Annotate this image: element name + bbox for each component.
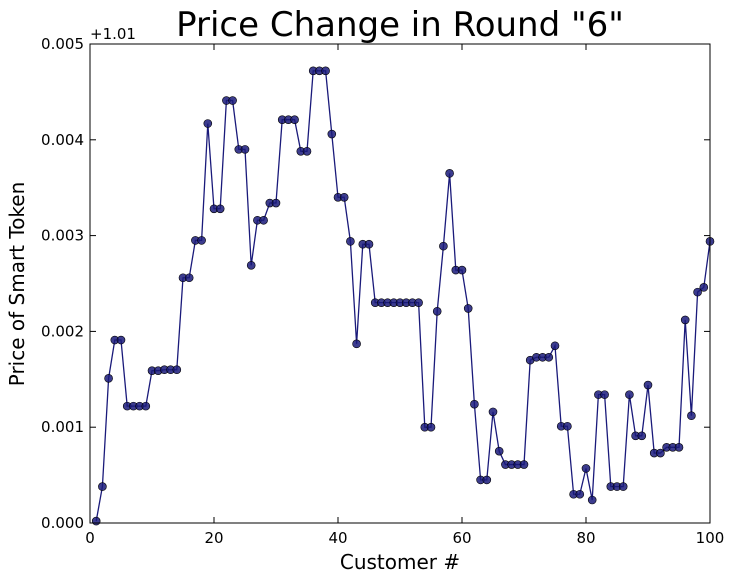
chart-title: Price Change in Round "6" — [176, 5, 624, 45]
data-point — [457, 265, 467, 275]
plot-frame — [89, 43, 711, 524]
data-point — [656, 448, 665, 458]
data-point — [352, 339, 361, 349]
x-axis-label: Customer # — [340, 550, 460, 574]
data-point — [488, 407, 498, 417]
y-axis-offset-label: +1.01 — [90, 25, 136, 43]
x-tick-label: 100 — [696, 529, 725, 547]
y-tick-label: 0.001 — [41, 418, 84, 436]
data-point — [302, 147, 312, 156]
data-point — [439, 241, 448, 251]
data-point — [290, 115, 299, 124]
data-point — [687, 411, 696, 421]
data-point — [445, 169, 454, 178]
data-point — [91, 516, 101, 526]
y-axis-label: Price of Smart Token — [5, 182, 29, 387]
y-tick-label: 0.000 — [41, 514, 84, 532]
series-line — [95, 70, 711, 522]
data-point — [215, 204, 225, 214]
data-point — [321, 66, 330, 76]
data-point — [643, 380, 653, 390]
data-point — [228, 96, 237, 105]
x-tick-label: 40 — [328, 529, 347, 547]
x-tick-label: 20 — [204, 529, 223, 547]
data-point — [693, 287, 702, 297]
axis-ticks: 0 20 40 60 80 100 0.000 0.001 0.002 0.003 0.004 0.0… — [41, 35, 724, 547]
data-point — [699, 283, 709, 292]
data-point — [98, 482, 107, 491]
data-point — [581, 464, 591, 473]
data-point — [346, 237, 355, 246]
y-tick-label: 0.004 — [41, 131, 84, 149]
data-point — [637, 431, 647, 441]
y-tick-label: 0.005 — [41, 35, 84, 53]
data-point — [674, 443, 684, 452]
data-point — [116, 335, 126, 345]
data-point — [271, 198, 281, 208]
data-point — [259, 215, 268, 225]
data-point — [680, 315, 690, 325]
y-tick-label: 0.002 — [41, 322, 84, 340]
data-point — [463, 304, 473, 313]
x-tick-label: 80 — [576, 529, 595, 547]
data-point — [482, 475, 492, 485]
data-point — [470, 399, 479, 409]
data-point — [432, 306, 442, 316]
data-point — [544, 352, 554, 362]
data-point — [141, 401, 151, 411]
data-point — [184, 273, 194, 283]
y-tick-label: 0.003 — [41, 227, 84, 245]
data-point — [197, 236, 206, 245]
data-point — [426, 422, 436, 432]
data-point — [240, 145, 250, 154]
data-point — [625, 390, 634, 399]
data-point — [203, 119, 213, 128]
data-point — [339, 192, 349, 202]
data-point — [563, 421, 572, 431]
data-point — [327, 129, 337, 139]
data-point — [618, 482, 628, 491]
x-tick-label: 0 — [85, 529, 95, 547]
data-point — [104, 374, 113, 383]
data-point — [246, 260, 256, 270]
data-point — [600, 390, 609, 399]
data-point — [494, 446, 504, 456]
data-point — [414, 298, 423, 307]
data-point — [519, 460, 529, 469]
data-point — [364, 239, 374, 249]
data-point — [575, 489, 585, 499]
x-tick-label: 60 — [452, 529, 471, 547]
data-point — [587, 495, 597, 505]
data-point — [550, 341, 560, 351]
plot-area — [91, 66, 715, 526]
data-point — [172, 365, 182, 375]
